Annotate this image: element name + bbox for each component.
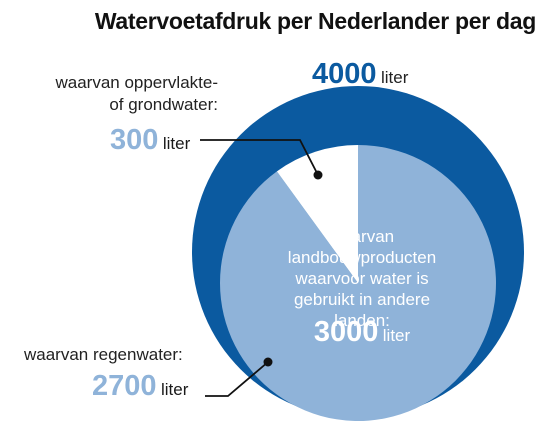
rain-value: 2700 xyxy=(92,370,157,402)
total-label: 4000 liter xyxy=(312,58,408,91)
rain-value-label: 2700 liter xyxy=(92,370,188,403)
groundwater-leader-dot xyxy=(313,170,323,180)
groundwater-slice xyxy=(276,145,358,283)
groundwater-unit: liter xyxy=(162,134,191,153)
imported-value: 3000 xyxy=(313,316,379,348)
total-value: 4000 xyxy=(312,58,377,90)
imported-unit: liter xyxy=(382,326,411,345)
groundwater-label: waarvan oppervlakte- of grondwater: xyxy=(55,73,218,114)
imported-label: waarvan landbouwproducten waarvoor water… xyxy=(287,227,437,330)
rain-label: waarvan regenwater: xyxy=(24,345,183,364)
total-unit: liter xyxy=(380,68,409,87)
groundwater-value-label: 300 liter xyxy=(110,124,190,157)
imported-value-label: 3000 liter xyxy=(270,316,454,349)
groundwater-leader-line xyxy=(200,139,319,176)
rain-unit: liter xyxy=(160,380,189,399)
rain-leader-line xyxy=(205,361,269,397)
rain-leader-dot xyxy=(263,357,273,367)
chart-title: Watervoetafdruk per Nederlander per dag xyxy=(94,8,536,34)
groundwater-value: 300 xyxy=(110,124,159,156)
